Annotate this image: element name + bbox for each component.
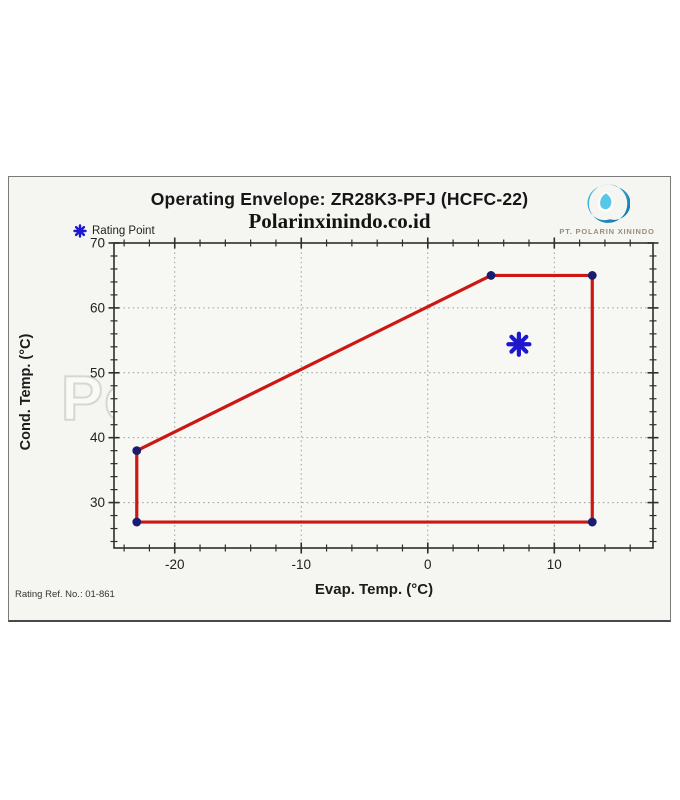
chart-title: Operating Envelope: ZR28K3-PFJ (HCFC-22) <box>150 189 529 209</box>
envelope-vertex-dot <box>587 517 597 527</box>
envelope-vertex-dot <box>132 446 142 456</box>
y-tick-label: 50 <box>90 365 105 380</box>
x-tick-label: 0 <box>424 557 432 572</box>
envelope-vertex-dot <box>486 271 496 280</box>
plot-svg: -20 -10 0 10 30 40 50 60 70 <box>90 236 659 572</box>
x-tick-label: -20 <box>165 557 185 572</box>
company-logo-icon <box>587 184 630 223</box>
operating-envelope-outline <box>135 273 594 524</box>
envelope-vertex-dot <box>587 271 597 280</box>
company-name: PT. POLARIN XININDO <box>559 227 655 236</box>
y-tick-label: 40 <box>90 430 105 445</box>
rating-point-icon <box>73 224 87 238</box>
rating-point-marker <box>509 334 529 354</box>
rating-reference: Rating Ref. No.: 01-861 <box>15 589 115 600</box>
x-axis-title: Evap. Temp. (°C) <box>314 581 434 598</box>
y-tick-label: 30 <box>90 495 105 510</box>
legend-label: Rating Point <box>92 225 155 237</box>
chart-panel: Operating Envelope: ZR28K3-PFJ (HCFC-22)… <box>8 176 671 622</box>
x-tick-label: -10 <box>292 557 312 572</box>
chart-subtitle: Polarinxinindo.co.id <box>248 209 431 233</box>
y-tick-label: 70 <box>90 236 105 251</box>
y-axis-title: Cond. Temp. (°C) <box>18 333 34 451</box>
plot-background <box>114 243 653 548</box>
x-tick-label: 10 <box>547 557 562 572</box>
legend: Rating Point <box>73 224 155 238</box>
envelope-vertex-dot <box>132 517 142 527</box>
company-logo: PT. POLARIN XININDO <box>548 180 666 236</box>
plot-frame <box>113 242 654 549</box>
y-tick-label: 60 <box>90 300 105 315</box>
